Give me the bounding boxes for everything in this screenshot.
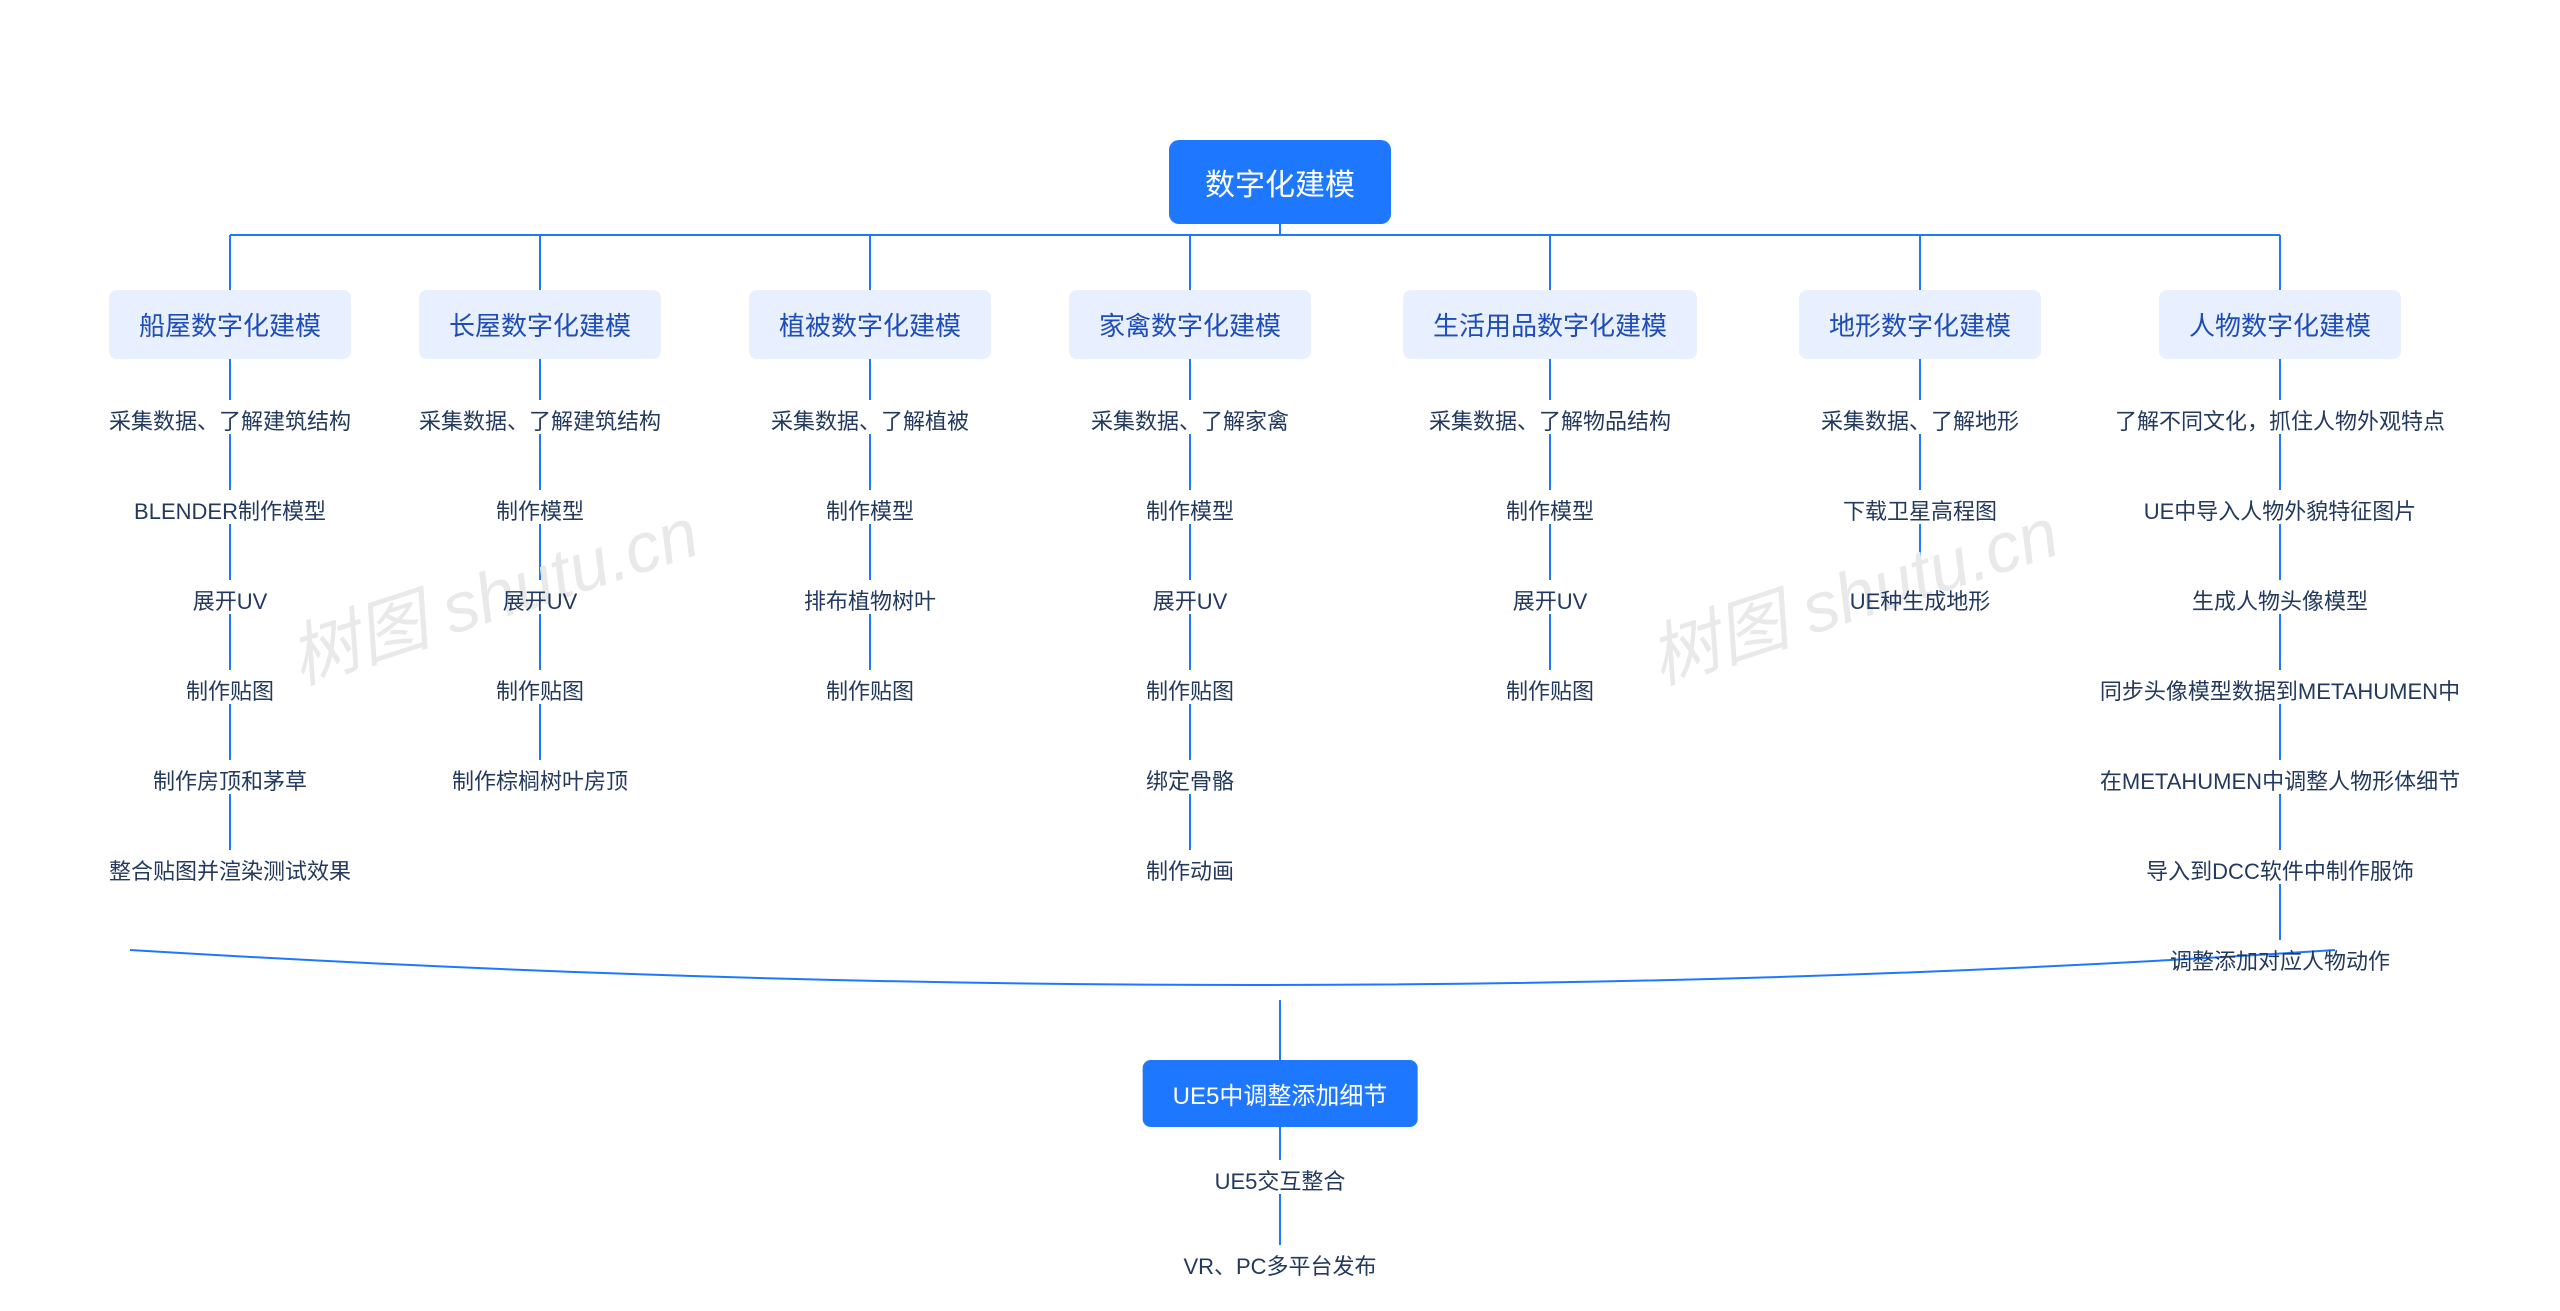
leaf-c1-2: 展开UV	[495, 580, 586, 620]
leaf-c0-0: 采集数据、了解建筑结构	[101, 400, 359, 440]
leaf-c6-5: 导入到DCC软件中制作服饰	[2138, 850, 2422, 890]
leaf-c4-2: 展开UV	[1505, 580, 1596, 620]
leaf-c4-1: 制作模型	[1498, 490, 1602, 530]
leaf-c6-2: 生成人物头像模型	[2184, 580, 2376, 620]
leaf-c0-4: 制作房顶和茅草	[145, 760, 315, 800]
leaf-c0-3: 制作贴图	[178, 670, 282, 710]
leaf-c4-0: 采集数据、了解物品结构	[1421, 400, 1679, 440]
leaf-c4-3: 制作贴图	[1498, 670, 1602, 710]
leaf-c2-2: 排布植物树叶	[796, 580, 944, 620]
leaf-c2-1: 制作模型	[818, 490, 922, 530]
ue5-leaf-1: VR、PC多平台发布	[1175, 1245, 1384, 1285]
category-c6: 人物数字化建模	[2159, 290, 2401, 359]
leaf-c6-0: 了解不同文化，抓住人物外观特点	[2107, 400, 2453, 440]
leaf-c3-3: 制作贴图	[1138, 670, 1242, 710]
leaf-c6-1: UE中导入人物外貌特征图片	[2136, 490, 2425, 530]
leaf-c1-3: 制作贴图	[488, 670, 592, 710]
leaf-c1-4: 制作棕榈树叶房顶	[444, 760, 636, 800]
leaf-c3-0: 采集数据、了解家禽	[1083, 400, 1297, 440]
leaf-c3-4: 绑定骨骼	[1138, 760, 1242, 800]
category-c1: 长屋数字化建模	[419, 290, 661, 359]
leaf-c3-2: 展开UV	[1145, 580, 1236, 620]
leaf-c5-1: 下载卫星高程图	[1835, 490, 2005, 530]
category-c3: 家禽数字化建模	[1069, 290, 1311, 359]
leaf-c2-3: 制作贴图	[818, 670, 922, 710]
leaf-c0-5: 整合贴图并渲染测试效果	[101, 850, 359, 890]
root-node: 数字化建模	[1169, 140, 1391, 224]
category-c4: 生活用品数字化建模	[1403, 290, 1697, 359]
leaf-c6-6: 调整添加对应人物动作	[2162, 940, 2398, 980]
leaf-c6-4: 在METAHUMEN中调整人物形体细节	[2092, 760, 2468, 800]
category-c2: 植被数字化建模	[749, 290, 991, 359]
leaf-c2-0: 采集数据、了解植被	[763, 400, 977, 440]
leaf-c1-0: 采集数据、了解建筑结构	[411, 400, 669, 440]
leaf-c0-1: BLENDER制作模型	[126, 490, 334, 530]
leaf-c5-2: UE种生成地形	[1842, 580, 1999, 620]
ue5-leaf-0: UE5交互整合	[1207, 1160, 1354, 1200]
leaf-c3-5: 制作动画	[1138, 850, 1242, 890]
leaf-c0-2: 展开UV	[185, 580, 276, 620]
category-c0: 船屋数字化建模	[109, 290, 351, 359]
leaf-c1-1: 制作模型	[488, 490, 592, 530]
ue5-node: UE5中调整添加细节	[1143, 1060, 1418, 1127]
leaf-c3-1: 制作模型	[1138, 490, 1242, 530]
leaf-c6-3: 同步头像模型数据到METAHUMEN中	[2092, 670, 2468, 710]
leaf-c5-0: 采集数据、了解地形	[1813, 400, 2027, 440]
category-c5: 地形数字化建模	[1799, 290, 2041, 359]
